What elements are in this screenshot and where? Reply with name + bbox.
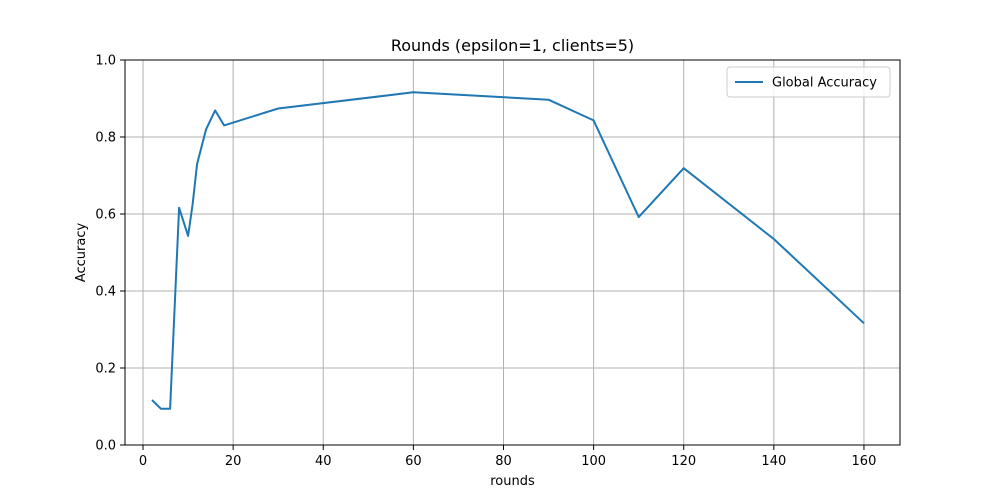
y-tick-label: 0.8 bbox=[95, 131, 116, 146]
series-line bbox=[151, 91, 865, 410]
series-layer bbox=[151, 91, 865, 410]
y-tick-label: 0.6 bbox=[95, 208, 116, 223]
x-tick-label: 80 bbox=[495, 454, 512, 469]
y-tick-label: 0.2 bbox=[95, 362, 116, 377]
legend: Global Accuracy bbox=[726, 66, 891, 98]
x-axis-label: rounds bbox=[490, 474, 535, 489]
x-tick-label: 160 bbox=[852, 454, 877, 469]
y-tick-label: 1.0 bbox=[95, 54, 116, 69]
x-tick-label: 0 bbox=[139, 454, 147, 469]
chart-title: Rounds (epsilon=1, clients=5) bbox=[391, 36, 634, 55]
y-tick-label: 0.4 bbox=[95, 285, 116, 300]
ticks: 0 20 40 60 80 100 120 140 160 0.0 0.2 0.4 0.6 0.8 1.0 bbox=[95, 54, 876, 470]
legend-label: Global Accuracy bbox=[772, 76, 877, 91]
x-tick-label: 40 bbox=[315, 454, 332, 469]
y-axis-label: Accuracy bbox=[74, 223, 89, 283]
x-tick-label: 140 bbox=[761, 454, 786, 469]
x-tick-label: 60 bbox=[405, 454, 422, 469]
x-tick-label: 120 bbox=[671, 454, 696, 469]
x-tick-label: 20 bbox=[225, 454, 242, 469]
x-tick-label: 100 bbox=[581, 454, 606, 469]
legend-box bbox=[726, 66, 891, 98]
y-tick-label: 0.0 bbox=[95, 439, 116, 454]
plot-frame bbox=[124, 59, 901, 446]
